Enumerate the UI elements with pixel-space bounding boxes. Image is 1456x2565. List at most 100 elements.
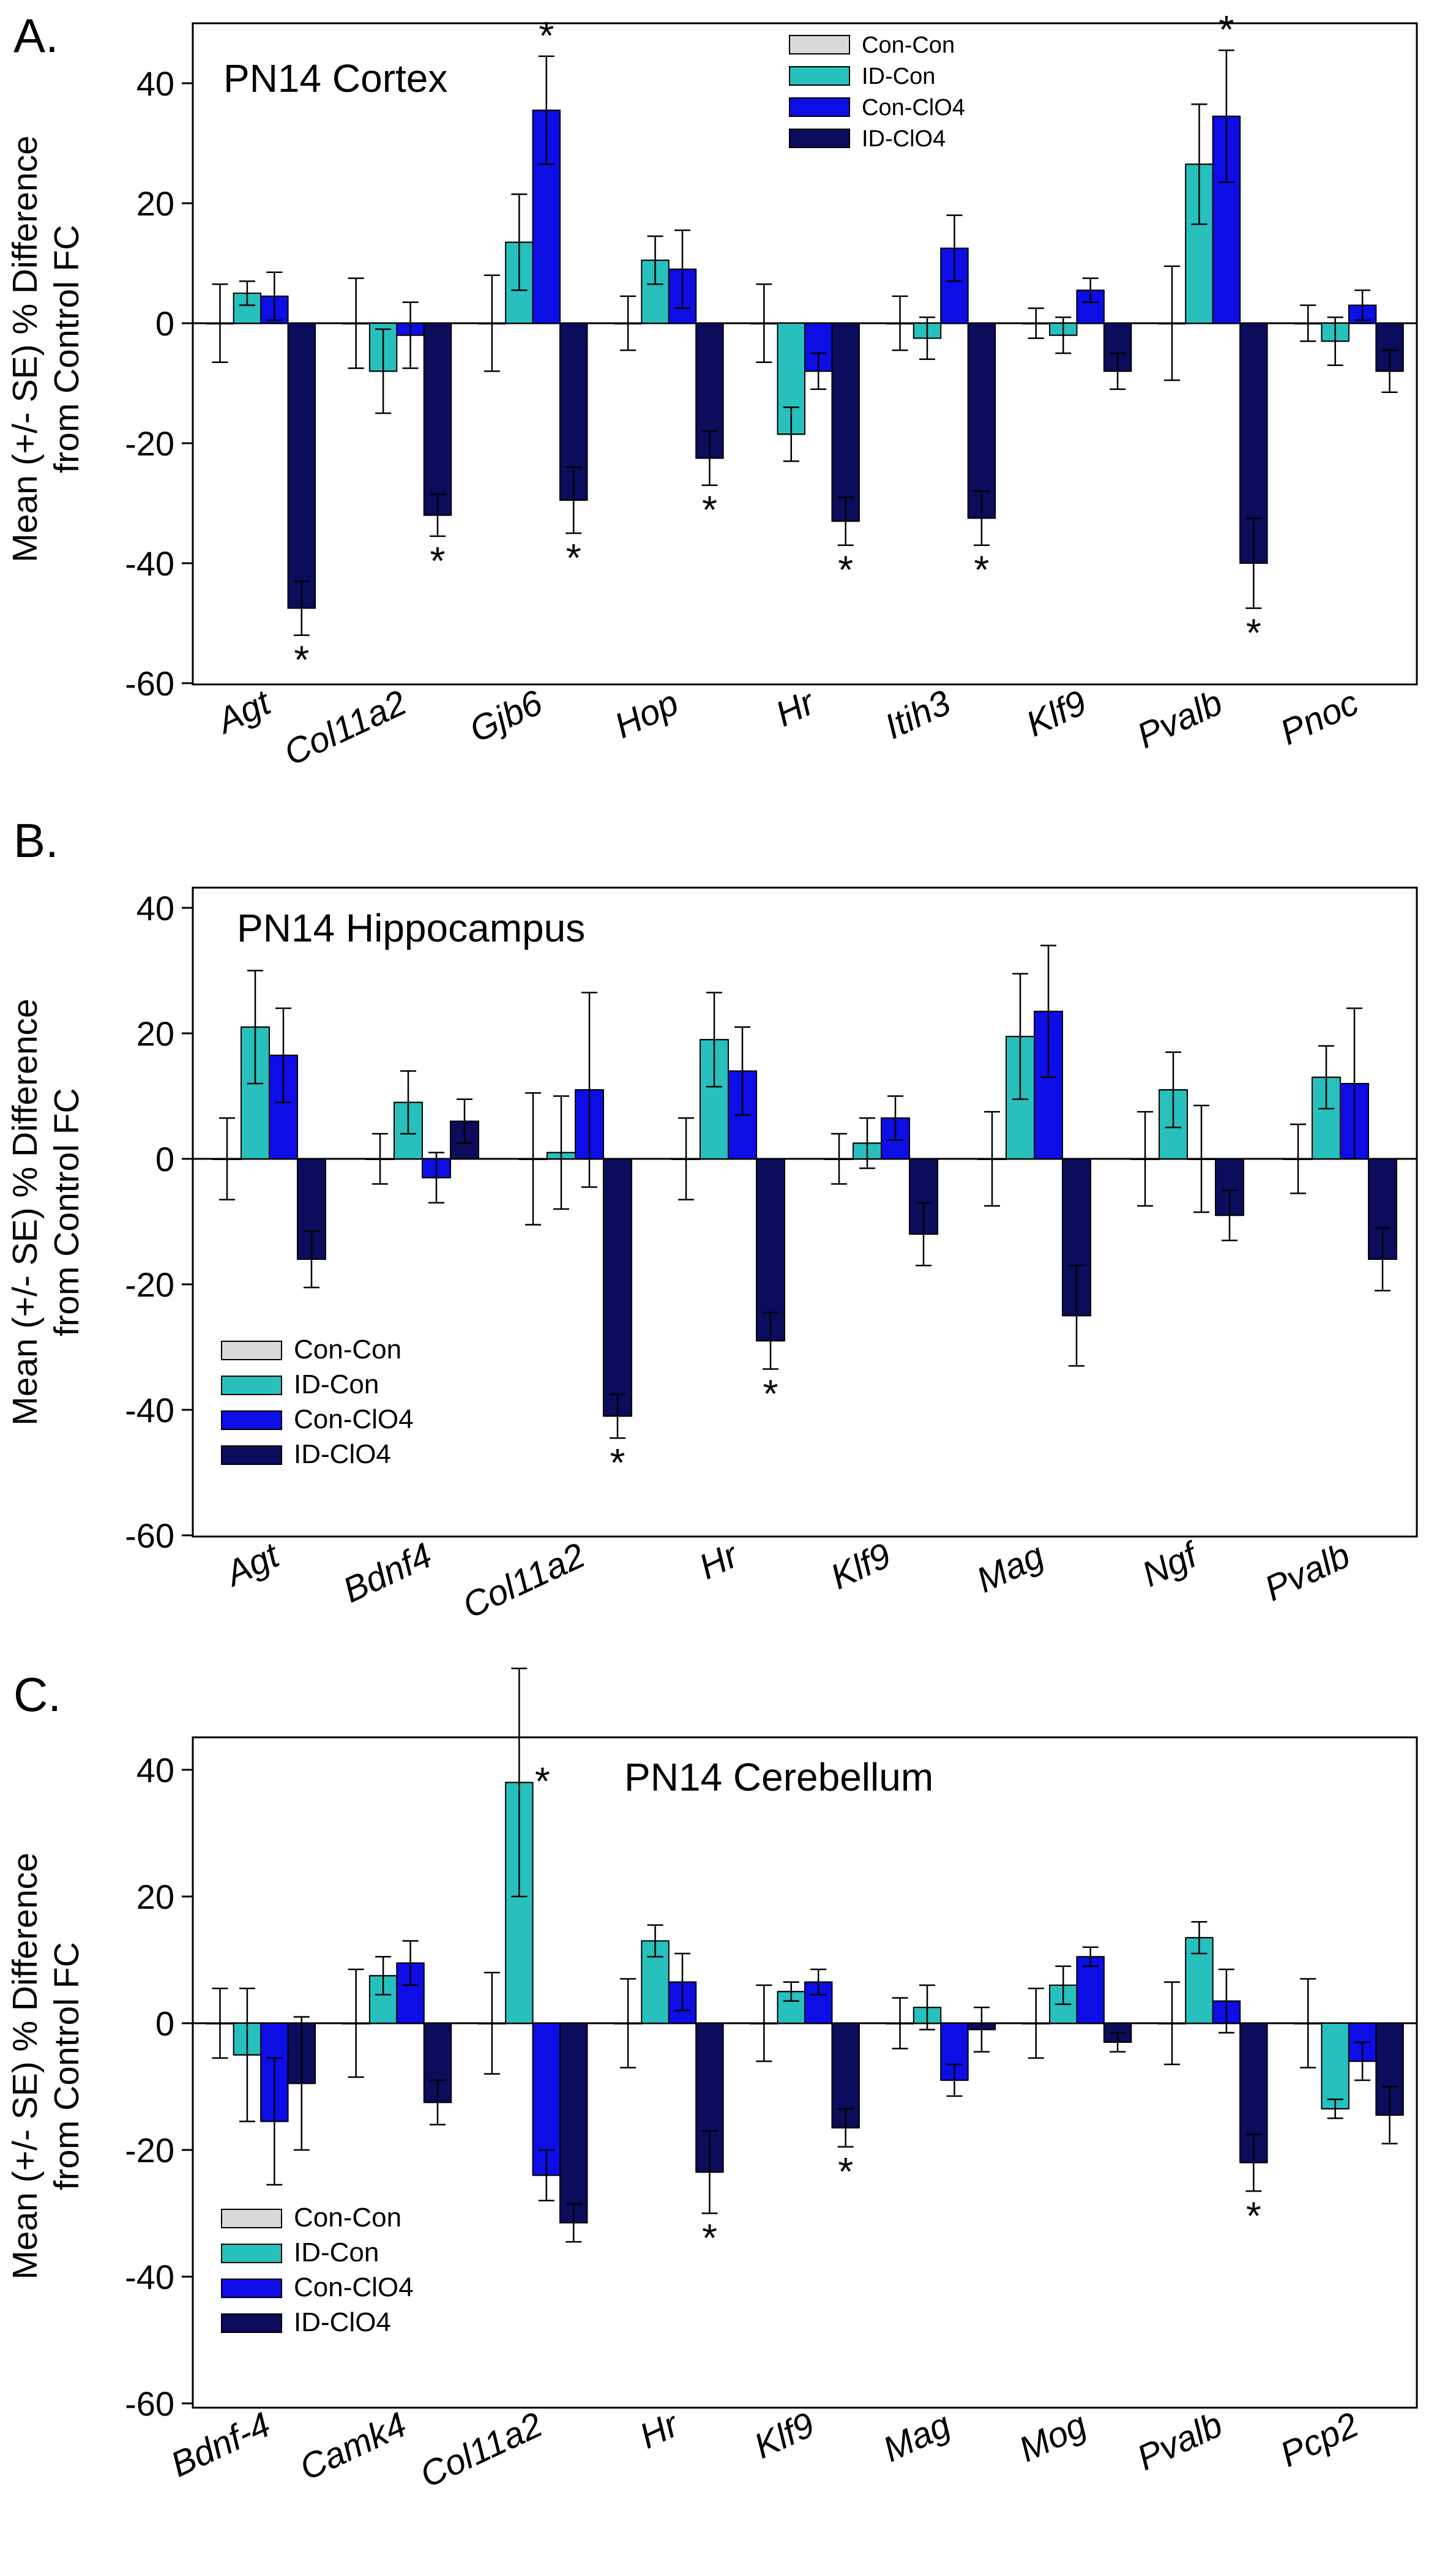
y-axis-label-line: from Control FC: [47, 1088, 86, 1336]
y-axis-label-line: Mean (+/- SE) % Difference: [6, 998, 45, 1425]
y-tick-label: -20: [125, 2131, 174, 2170]
legend-label: Con-Con: [294, 1335, 401, 1365]
y-axis-label-line: Mean (+/- SE) % Difference: [6, 135, 45, 562]
legend-label: ID-Con: [294, 2237, 379, 2267]
chart-panel-3: C. PN14 Cerebellum Mean (+/- SE) % Differe…: [6, 1668, 1418, 2495]
significance-marker: *: [566, 536, 581, 580]
category-label: Klf9: [1020, 683, 1092, 744]
legend-label: Con-Con: [862, 32, 955, 58]
legend-swatch-id-clo4: [789, 129, 850, 148]
y-tick-label: -40: [125, 544, 174, 583]
significance-marker: *: [702, 488, 717, 532]
y-axis-label-line: from Control FC: [47, 225, 86, 473]
y-tick-label: -20: [125, 424, 174, 463]
y-tick-label: 0: [155, 304, 174, 343]
y-tick-label: 20: [136, 1878, 174, 1916]
legend-swatch-con-clo4: [221, 2279, 282, 2298]
y-axis-label-line: Mean (+/- SE) % Difference: [6, 1852, 45, 2279]
y-axis-label: Mean (+/- SE) % Differencefrom Control F…: [6, 998, 86, 1425]
bar-con-clo4-gjb6: [532, 110, 561, 324]
bar-id-clo4-col11a2: [603, 1158, 632, 1417]
significance-marker: *: [1246, 2193, 1261, 2237]
bar-id-con-pcp2: [1321, 2023, 1350, 2110]
legend-label: Con-ClO4: [294, 2272, 414, 2302]
category-label: Col11a2: [457, 1535, 591, 1626]
y-tick-label: -40: [125, 2258, 174, 2296]
plot-frame: [192, 1736, 1418, 2409]
y-tick-label: 40: [136, 64, 174, 103]
y-tick-label: -60: [125, 1516, 174, 1555]
significance-marker: *: [838, 548, 853, 592]
significance-marker: *: [539, 13, 554, 58]
category-label: Pvalb: [1131, 683, 1228, 756]
category-label: Klf9: [824, 1535, 897, 1597]
category-label: Hr: [693, 1535, 745, 1587]
category-label: Pvalb: [1259, 1535, 1356, 1609]
legend-label: ID-Con: [294, 1369, 379, 1399]
y-axis-label-line: from Control FC: [47, 1942, 86, 2190]
y-tick-label: -60: [125, 2384, 174, 2423]
y-tick-label: -40: [125, 1391, 174, 1429]
y-tick-label: -60: [125, 664, 174, 703]
significance-marker: *: [430, 539, 446, 583]
bar-id-clo4-col11a2: [423, 323, 452, 516]
legend-label: Con-ClO4: [294, 1404, 414, 1434]
chart-title: PN14 Hippocampus: [237, 906, 585, 950]
bar-id-clo4-klf9: [909, 1158, 938, 1235]
legend-label: Con-ClO4: [862, 95, 965, 121]
category-label: Col11a2: [278, 683, 412, 773]
legend-label: Con-Con: [294, 2203, 401, 2233]
legend-swatch-con-clo4: [789, 97, 850, 117]
y-tick-label: 40: [136, 1751, 174, 1789]
y-axis-label: Mean (+/- SE) % Differencefrom Control F…: [6, 1852, 86, 2279]
chart-title: PN14 Cortex: [223, 56, 447, 100]
legend-label: ID-ClO4: [294, 2307, 391, 2337]
category-label: Bdnf4: [337, 1535, 438, 1611]
category-label: Mag: [971, 1535, 1050, 1601]
legend-label: ID-ClO4: [862, 126, 946, 152]
legend-swatch-con-con: [789, 35, 850, 54]
legend-swatch-con-clo4: [221, 1410, 282, 1430]
significance-marker: *: [294, 638, 309, 682]
category-label: Hop: [608, 683, 684, 746]
significance-marker: *: [610, 1440, 625, 1485]
category-label: Hr: [633, 2404, 685, 2457]
significance-marker: *: [1219, 7, 1234, 51]
legend-swatch-id-clo4: [221, 1445, 282, 1465]
category-label: Klf9: [748, 2405, 820, 2466]
significance-marker: *: [838, 2149, 853, 2193]
legend-swatch-con-con: [221, 2209, 282, 2228]
category-label: Agt: [210, 682, 278, 742]
significance-marker: *: [535, 1759, 550, 1803]
y-tick-label: 0: [155, 2004, 174, 2043]
significance-marker: *: [1246, 611, 1261, 655]
category-label: Mag: [877, 2405, 957, 2470]
y-tick-label: 40: [136, 889, 174, 927]
category-label: Ngf: [1136, 1533, 1206, 1595]
category-label: Pcp2: [1274, 2405, 1364, 2475]
chart-panel-2: B. PN14 Hippocampus Mean (+/- SE) % Differ…: [6, 814, 1418, 1626]
category-label: Pvalb: [1131, 2405, 1228, 2478]
y-tick-label: 20: [136, 1014, 174, 1053]
y-tick-label: -20: [125, 1265, 174, 1304]
legend-swatch-con-con: [221, 1341, 282, 1360]
significance-marker: *: [763, 1371, 778, 1415]
bar-id-clo4-itih3: [967, 323, 996, 519]
bar-id-clo4-hr: [831, 323, 860, 522]
significance-marker: *: [702, 2216, 717, 2260]
category-label: Agt: [218, 1535, 286, 1595]
category-label: Camk4: [294, 2405, 413, 2488]
category-label: Pnoc: [1274, 683, 1364, 753]
significance-marker: *: [974, 548, 989, 592]
plot-frame: [192, 22, 1418, 686]
bar-id-clo4-agt: [287, 323, 316, 609]
legend-swatch-id-con: [789, 66, 850, 86]
chart-title: PN14 Cerebellum: [624, 1755, 933, 1799]
legend-label: ID-Con: [862, 64, 935, 89]
legend-swatch-id-con: [221, 2244, 282, 2263]
legend-label: ID-ClO4: [294, 1439, 391, 1469]
bar-id-clo4-col11a2: [559, 2023, 588, 2224]
category-label: Gjb6: [464, 683, 549, 751]
panel-label: A.: [13, 9, 59, 62]
